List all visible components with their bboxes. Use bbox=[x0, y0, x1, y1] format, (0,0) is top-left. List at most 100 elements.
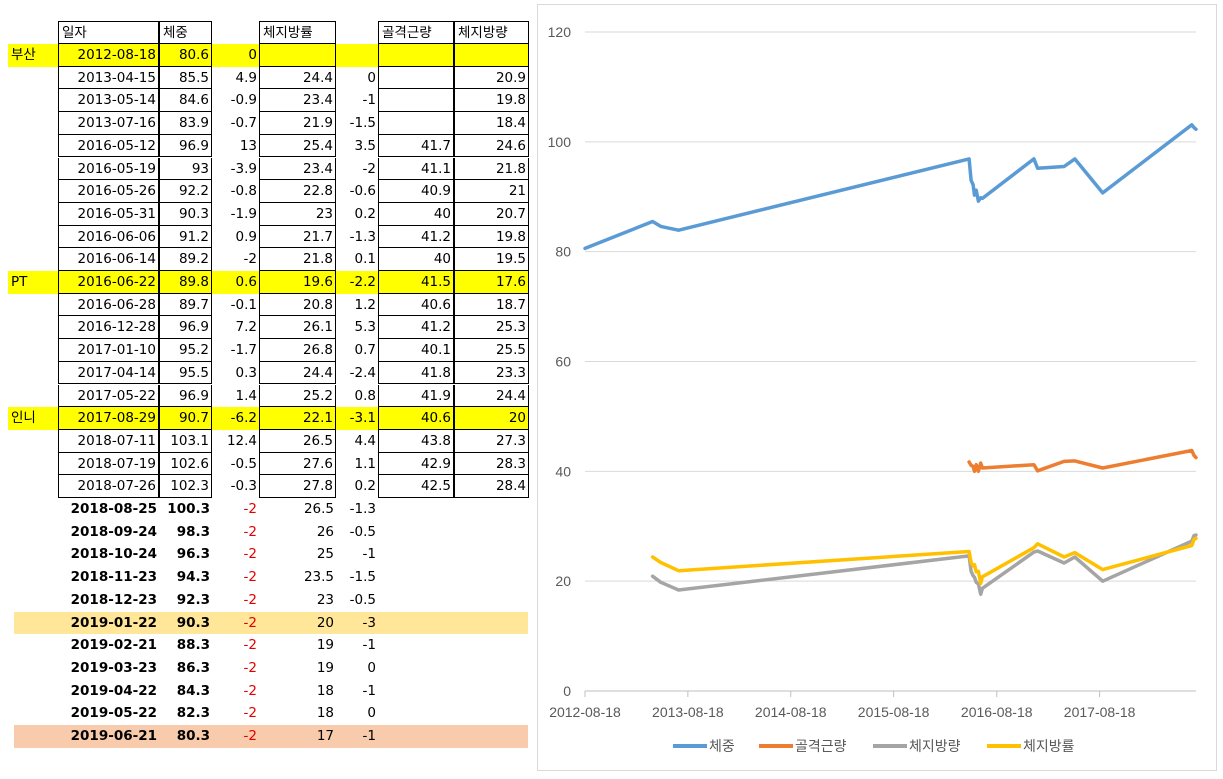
cell-fr[interactable]: 27.8 bbox=[259, 475, 336, 498]
cell-weight[interactable]: 95.5 bbox=[159, 361, 212, 385]
cell-dfr[interactable]: -3.1 bbox=[336, 407, 378, 430]
cell-fr[interactable]: 18 bbox=[316, 705, 334, 722]
cell-dfr[interactable]: -1.3 bbox=[349, 228, 376, 245]
cell-label[interactable] bbox=[8, 453, 58, 476]
cell-date[interactable]: 2012-08-18 bbox=[58, 44, 159, 67]
cell-dw[interactable]: 7.2 bbox=[235, 319, 257, 336]
cell-dfr[interactable]: -0.6 bbox=[349, 183, 376, 200]
cell-weight[interactable]: 84.3 bbox=[176, 682, 210, 699]
cell-weight[interactable]: 90.3 bbox=[176, 614, 210, 631]
cell-date[interactable]: 2016-06-06 bbox=[58, 225, 159, 249]
cell-mu[interactable]: 41.2 bbox=[378, 316, 454, 340]
cell-weight[interactable]: 89.2 bbox=[159, 248, 212, 271]
cell-fr[interactable]: 23.5 bbox=[303, 569, 334, 586]
cell-fr[interactable]: 17 bbox=[316, 728, 334, 744]
cell-date[interactable]: 2018-07-26 bbox=[58, 475, 159, 498]
cell-weight[interactable]: 91.2 bbox=[159, 225, 212, 249]
cell-dfr[interactable] bbox=[336, 44, 378, 67]
cell-dfr[interactable]: 0 bbox=[367, 69, 376, 86]
cell-label[interactable] bbox=[8, 316, 58, 339]
cell-dfr[interactable]: 1.2 bbox=[354, 296, 376, 313]
cell-weight[interactable]: 82.3 bbox=[176, 705, 210, 722]
cell-mu[interactable]: 42.5 bbox=[378, 475, 454, 498]
cell-dw[interactable]: 12.4 bbox=[226, 432, 257, 449]
cell-fr[interactable]: 18 bbox=[316, 682, 334, 699]
cell-date[interactable]: 2018-11-23 bbox=[70, 569, 157, 586]
cell-label[interactable] bbox=[8, 89, 58, 112]
cell-label[interactable] bbox=[8, 248, 58, 271]
cell-fr[interactable]: 23.4 bbox=[259, 89, 336, 113]
cell-dfr[interactable]: -2 bbox=[362, 160, 376, 177]
cell-fr[interactable]: 23 bbox=[316, 591, 334, 608]
header-muscle[interactable]: 골격근량 bbox=[378, 21, 454, 44]
cell-mu[interactable]: 40.9 bbox=[378, 180, 454, 203]
cell-fr[interactable]: 26 bbox=[316, 523, 334, 540]
cell-dfr[interactable]: 0.8 bbox=[354, 387, 376, 404]
cell-label[interactable] bbox=[8, 339, 58, 362]
cell-mu[interactable]: 41.5 bbox=[378, 271, 454, 294]
cell-fm[interactable]: 17.6 bbox=[454, 271, 529, 294]
cell-date[interactable]: 2017-01-10 bbox=[58, 339, 159, 362]
header-weight[interactable]: 체중 bbox=[159, 21, 212, 44]
cell-dw[interactable]: -2 bbox=[243, 705, 257, 722]
cell-date[interactable]: 2017-05-22 bbox=[58, 384, 159, 408]
cell-dfr[interactable]: -3 bbox=[362, 614, 376, 631]
cell-dfr[interactable]: 0 bbox=[367, 705, 376, 722]
cell-fr[interactable]: 25.4 bbox=[259, 134, 336, 158]
cell-dfr[interactable]: 3.5 bbox=[354, 137, 376, 154]
cell-fr[interactable]: 19 bbox=[316, 659, 334, 676]
cell-fr[interactable]: 26.5 bbox=[303, 501, 334, 517]
cell-weight[interactable]: 103.1 bbox=[159, 429, 212, 453]
cell-mu[interactable]: 41.7 bbox=[378, 134, 454, 158]
cell-weight[interactable]: 92.3 bbox=[176, 591, 210, 608]
cell-weight[interactable]: 100.3 bbox=[167, 501, 210, 517]
cell-mu[interactable]: 42.9 bbox=[378, 452, 454, 476]
cell-fm[interactable]: 18.4 bbox=[454, 112, 529, 135]
cell-weight[interactable]: 94.3 bbox=[176, 569, 210, 586]
cell-mu[interactable]: 41.2 bbox=[378, 225, 454, 249]
cell-label[interactable] bbox=[8, 203, 58, 226]
header-fat-mass[interactable]: 체지방량 bbox=[454, 21, 529, 44]
cell-date[interactable]: 2019-02-21 bbox=[70, 637, 157, 654]
cell-dfr[interactable]: 0.2 bbox=[354, 478, 376, 495]
cell-dfr[interactable]: 1.1 bbox=[354, 455, 376, 472]
cell-dw[interactable]: -2 bbox=[243, 637, 257, 654]
header-fat-rate[interactable]: 체지방률 bbox=[259, 21, 336, 44]
cell-fr[interactable]: 21.9 bbox=[259, 112, 336, 135]
cell-mu[interactable] bbox=[378, 44, 454, 67]
cell-date[interactable]: 2018-07-11 bbox=[58, 429, 159, 453]
cell-dw[interactable]: 0.9 bbox=[235, 228, 257, 245]
header-date[interactable]: 일자 bbox=[58, 21, 159, 44]
cell-weight[interactable]: 102.3 bbox=[159, 475, 212, 498]
cell-fm[interactable]: 25.3 bbox=[454, 316, 529, 340]
cell-fr[interactable]: 23 bbox=[259, 202, 336, 226]
cell-weight[interactable]: 89.8 bbox=[159, 271, 212, 294]
cell-date[interactable]: 2019-01-22 bbox=[70, 614, 157, 631]
cell-dw[interactable]: -1.7 bbox=[230, 342, 257, 359]
cell-fm[interactable]: 21.8 bbox=[454, 157, 529, 181]
cell-dw[interactable]: 0.3 bbox=[235, 364, 257, 381]
cell-date[interactable]: 2013-05-14 bbox=[58, 89, 159, 113]
cell-dfr[interactable]: -1.3 bbox=[349, 501, 376, 517]
cell-label[interactable]: PT bbox=[8, 271, 58, 294]
cell-weight[interactable]: 90.3 bbox=[159, 202, 212, 226]
cell-dw[interactable]: -0.8 bbox=[230, 183, 257, 200]
cell-weight[interactable]: 95.2 bbox=[159, 339, 212, 362]
cell-dw[interactable]: 0.6 bbox=[212, 271, 259, 294]
cell-dfr[interactable]: -0.5 bbox=[349, 523, 376, 540]
cell-date[interactable]: 2016-05-19 bbox=[58, 157, 159, 181]
cell-label[interactable]: 인니 bbox=[8, 407, 58, 430]
cell-dfr[interactable]: -2.2 bbox=[336, 271, 378, 294]
cell-fr[interactable]: 20.8 bbox=[259, 293, 336, 317]
cell-fr[interactable]: 22.1 bbox=[259, 407, 336, 430]
cell-dw[interactable]: -2 bbox=[243, 682, 257, 699]
cell-fr[interactable] bbox=[259, 44, 336, 67]
cell-dfr[interactable]: -0.5 bbox=[349, 591, 376, 608]
cell-mu[interactable]: 41.1 bbox=[378, 157, 454, 181]
cell-fr[interactable]: 19 bbox=[316, 637, 334, 654]
cell-weight[interactable]: 80.3 bbox=[176, 728, 210, 744]
cell-label[interactable] bbox=[8, 430, 58, 453]
cell-mu[interactable]: 40 bbox=[378, 248, 454, 271]
cell-dfr[interactable]: -1.5 bbox=[349, 115, 376, 132]
cell-mu[interactable]: 40 bbox=[378, 202, 454, 226]
